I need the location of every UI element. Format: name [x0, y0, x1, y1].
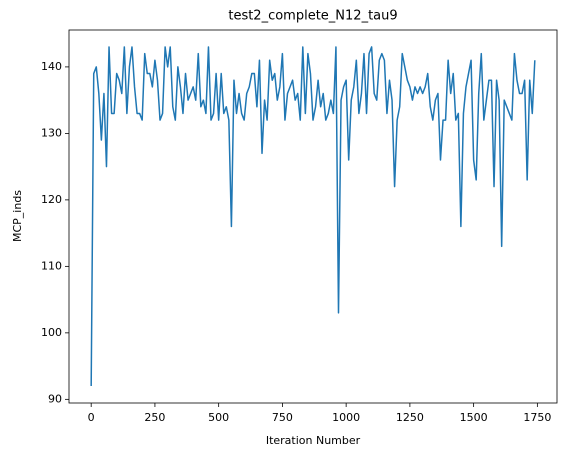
y-tick-label: 90	[48, 392, 62, 405]
plot-frame	[68, 29, 558, 404]
x-tick-label: 250	[144, 411, 165, 424]
x-tick-label: 0	[88, 411, 95, 424]
x-tick-label: 750	[272, 411, 293, 424]
y-tick-label: 110	[41, 259, 62, 272]
y-tick-label: 120	[41, 193, 62, 206]
y-tick-label: 130	[41, 126, 62, 139]
y-axis-label: MCP_inds	[11, 190, 24, 242]
y-tick-label: 100	[41, 326, 62, 339]
y-tick-label: 140	[41, 60, 62, 73]
x-tick-label: 1000	[332, 411, 360, 424]
data-line	[90, 46, 536, 387]
x-tick-label: 1250	[396, 411, 424, 424]
x-tick-label: 1750	[523, 411, 551, 424]
x-tick-label: 500	[208, 411, 229, 424]
x-tick-label: 1500	[460, 411, 488, 424]
x-axis-label: Iteration Number	[266, 434, 361, 447]
chart-title: test2_complete_N12_tau9	[228, 9, 397, 24]
